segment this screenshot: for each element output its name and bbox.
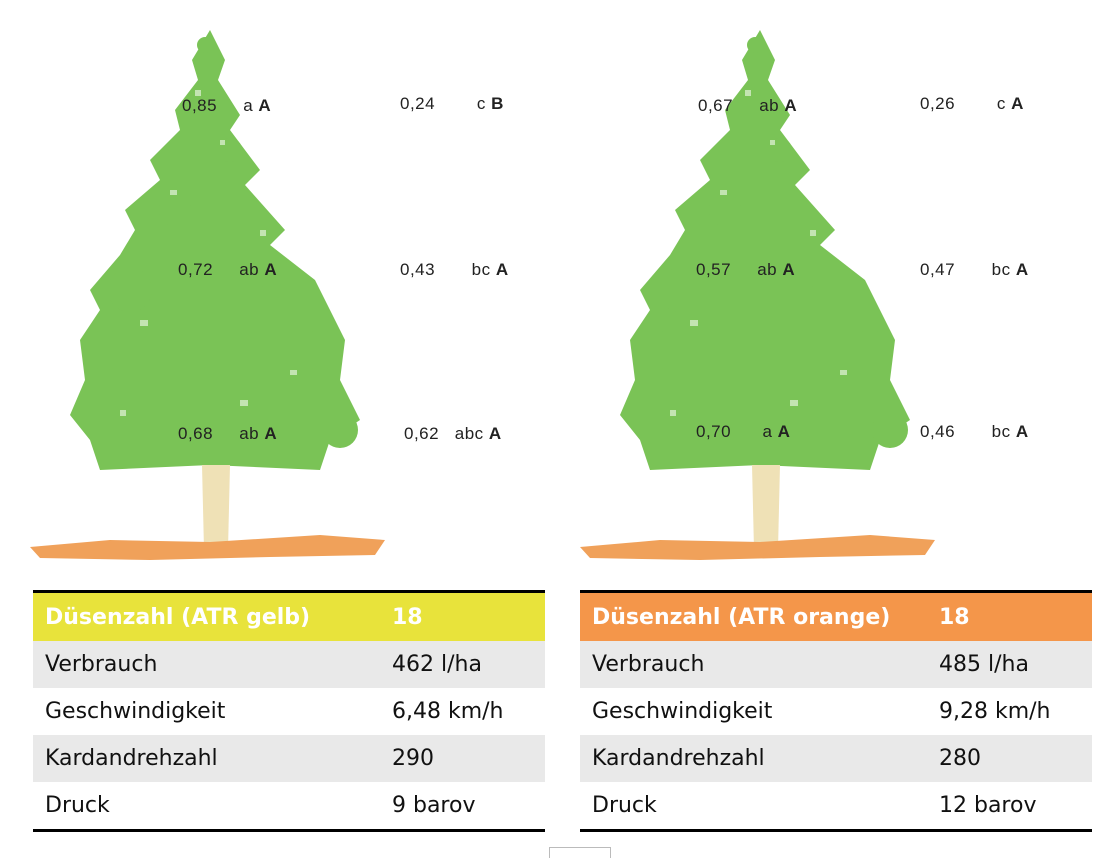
row-value: 12 barov	[939, 793, 1037, 818]
row-label: Druck	[45, 793, 110, 818]
inner-value-bottom: 0,46 bc A	[920, 422, 1029, 441]
row-value: 6,48 km/h	[392, 699, 504, 724]
table-row: Kardandrehzahl 290	[33, 735, 545, 782]
table-row: Kardandrehzahl 280	[580, 735, 1092, 782]
row-label: Kardandrehzahl	[580, 735, 927, 782]
row-label: Verbrauch	[580, 641, 927, 688]
tree-illustration	[580, 30, 935, 560]
ground	[30, 535, 385, 560]
table-row: Geschwindigkeit 9,28 km/h	[580, 688, 1092, 735]
table-row: Geschwindigkeit 6,48 km/h	[33, 688, 545, 735]
foliage	[620, 30, 910, 470]
inner-value-top: 0,24 c B	[400, 94, 504, 113]
outer-value-bottom: 0,70 a A	[696, 422, 791, 441]
row-label: Druck	[592, 793, 657, 818]
row-label: Kardandrehzahl	[33, 735, 380, 782]
inner-value-middle: 0,43 bc A	[400, 260, 509, 279]
row-value: 485 l/ha	[927, 641, 1092, 688]
outer-value-middle: 0,72 ab A	[178, 260, 278, 279]
nozzle-count-value: 18	[927, 591, 1092, 641]
inner-value-top: 0,26 c A	[920, 94, 1024, 113]
table-row: Druck 9 barov	[33, 782, 545, 831]
table-row: Druck 12 barov	[580, 782, 1092, 831]
row-label: Geschwindigkeit	[592, 699, 773, 724]
slide-number-box	[549, 847, 611, 858]
outer-value-top: 0,85 a A	[182, 96, 272, 115]
row-value: 290	[380, 735, 545, 782]
row-label: Geschwindigkeit	[45, 699, 226, 724]
outer-value-top: 0,67 ab A	[698, 96, 798, 115]
row-value: 280	[927, 735, 1092, 782]
outer-value-bottom: 0,68 ab A	[178, 424, 278, 443]
foliage	[70, 30, 360, 470]
nozzle-count-label: Düsenzahl (ATR gelb)	[33, 591, 380, 641]
tree-trunk	[752, 465, 780, 550]
table-row: Verbrauch 485 l/ha	[580, 641, 1092, 688]
ground	[580, 535, 935, 560]
table-row: Verbrauch 462 l/ha	[33, 641, 545, 688]
spec-table-gelb: Düsenzahl (ATR gelb) 18 Verbrauch 462 l/…	[33, 590, 545, 832]
row-value: 9 barov	[392, 793, 476, 818]
spec-table-orange: Düsenzahl (ATR orange) 18 Verbrauch 485 …	[580, 590, 1092, 832]
tree-illustration	[30, 30, 385, 560]
tree-trunk	[202, 465, 230, 550]
inner-value-bottom: 0,62 abc A	[404, 424, 502, 443]
table-header-row: Düsenzahl (ATR gelb) 18	[33, 591, 545, 641]
left-panel: 0,85 a A 0,24 c B 0,72 ab A 0,43 bc A 0,…	[0, 0, 556, 851]
right-panel: 0,67 ab A 0,26 c A 0,57 ab A 0,47 bc A 0…	[550, 0, 1106, 851]
nozzle-count-value: 18	[380, 591, 545, 641]
table-header-row: Düsenzahl (ATR orange) 18	[580, 591, 1092, 641]
row-value: 462 l/ha	[380, 641, 545, 688]
outer-value-middle: 0,57 ab A	[696, 260, 796, 279]
nozzle-count-label: Düsenzahl (ATR orange)	[580, 591, 927, 641]
row-label: Verbrauch	[33, 641, 380, 688]
row-value: 9,28 km/h	[939, 699, 1051, 724]
inner-value-middle: 0,47 bc A	[920, 260, 1029, 279]
